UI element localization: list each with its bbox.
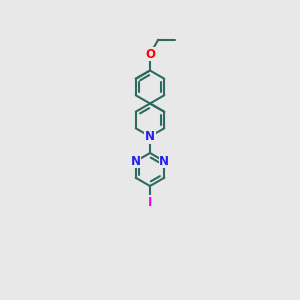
Text: N: N xyxy=(131,155,141,168)
Text: I: I xyxy=(148,196,152,209)
Text: N: N xyxy=(159,155,169,168)
Text: N: N xyxy=(145,130,155,143)
Text: O: O xyxy=(145,47,155,61)
